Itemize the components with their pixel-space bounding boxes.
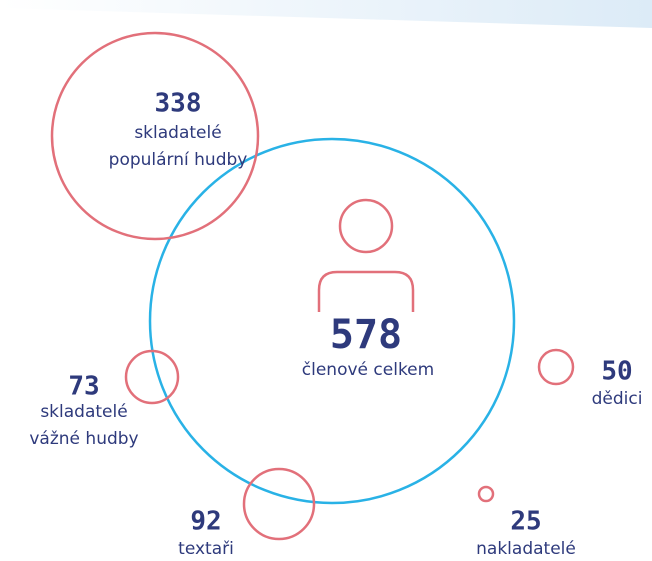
- group-value: 92: [190, 507, 221, 537]
- person-head: [338, 198, 394, 254]
- group-label: skladatelé: [40, 402, 127, 422]
- total-circle: [148, 137, 516, 505]
- group-label: vážné hudby: [29, 429, 138, 449]
- group-value: 25: [510, 507, 541, 537]
- group-label: dědici: [592, 389, 643, 409]
- group-circle: [477, 485, 495, 503]
- top-band: [0, 0, 652, 28]
- group-circle: [124, 349, 180, 405]
- group-circle: [50, 31, 260, 241]
- total-label: členové celkem: [302, 360, 434, 380]
- group-label: nakladatelé: [476, 539, 576, 559]
- group-label: skladatelé: [134, 123, 221, 143]
- group-value: 50: [601, 357, 632, 387]
- group-value: 73: [68, 372, 99, 402]
- total-value: 578: [330, 312, 402, 358]
- group-circle: [242, 467, 316, 541]
- person-body: [317, 270, 415, 312]
- group-label: populární hudby: [109, 150, 248, 170]
- group-circle: [537, 348, 575, 386]
- group-label: textaři: [178, 539, 234, 559]
- group-value: 338: [155, 89, 202, 119]
